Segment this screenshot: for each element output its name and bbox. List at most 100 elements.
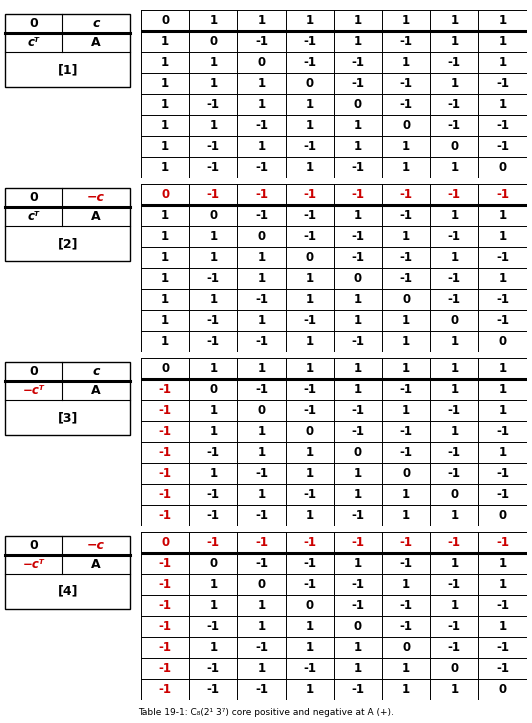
Text: -1: -1 <box>255 509 268 522</box>
Text: 1: 1 <box>450 335 459 348</box>
Text: 0: 0 <box>450 662 459 675</box>
Text: -1: -1 <box>400 98 413 111</box>
Text: -1: -1 <box>303 209 316 222</box>
Text: -1: -1 <box>159 683 172 696</box>
Text: -1: -1 <box>255 293 268 306</box>
Text: -1: -1 <box>496 641 509 654</box>
Text: 0: 0 <box>209 35 218 48</box>
Text: 0: 0 <box>29 539 38 552</box>
Text: −c: −c <box>87 539 105 552</box>
Text: -1: -1 <box>448 467 461 480</box>
Text: 1: 1 <box>209 467 218 480</box>
Text: −cᵀ: −cᵀ <box>22 384 44 397</box>
Text: -1: -1 <box>159 404 172 417</box>
Text: 1: 1 <box>354 35 362 48</box>
Text: −c: −c <box>87 191 105 204</box>
Text: -1: -1 <box>303 230 316 243</box>
Text: 1: 1 <box>306 467 314 480</box>
Text: 1: 1 <box>209 119 218 132</box>
Text: -1: -1 <box>352 404 364 417</box>
Text: cᵀ: cᵀ <box>28 36 39 49</box>
Text: 0: 0 <box>306 599 314 612</box>
Text: 0: 0 <box>498 683 506 696</box>
Text: 1: 1 <box>402 161 410 174</box>
Text: -1: -1 <box>303 56 316 69</box>
Text: -1: -1 <box>207 446 220 459</box>
Text: -1: -1 <box>159 383 172 396</box>
Text: 1: 1 <box>209 578 218 591</box>
Text: 1: 1 <box>257 272 265 285</box>
Text: 1: 1 <box>354 119 362 132</box>
Text: 0: 0 <box>402 641 410 654</box>
Text: 1: 1 <box>209 77 218 90</box>
Text: 0: 0 <box>161 188 169 201</box>
Text: 1: 1 <box>257 14 265 27</box>
Text: 1: 1 <box>306 119 314 132</box>
Text: -1: -1 <box>303 404 316 417</box>
Text: -1: -1 <box>400 35 413 48</box>
Text: -1: -1 <box>496 536 509 549</box>
Text: -1: -1 <box>207 488 220 501</box>
Text: -1: -1 <box>400 599 413 612</box>
Text: 0: 0 <box>209 209 218 222</box>
Text: -1: -1 <box>496 314 509 327</box>
Text: -1: -1 <box>448 230 461 243</box>
Text: 1: 1 <box>257 251 265 264</box>
Text: -1: -1 <box>448 272 461 285</box>
Text: -1: -1 <box>255 683 268 696</box>
Text: 1: 1 <box>498 557 506 570</box>
Text: [4]: [4] <box>57 585 78 598</box>
Text: -1: -1 <box>255 161 268 174</box>
Text: -1: -1 <box>352 335 364 348</box>
Text: 1: 1 <box>498 209 506 222</box>
Text: 1: 1 <box>354 641 362 654</box>
Text: -1: -1 <box>303 488 316 501</box>
Text: 1: 1 <box>209 641 218 654</box>
Text: 0: 0 <box>354 98 362 111</box>
Text: -1: -1 <box>496 467 509 480</box>
Text: 1: 1 <box>161 272 169 285</box>
Text: 1: 1 <box>402 56 410 69</box>
Text: -1: -1 <box>207 620 220 633</box>
Text: 1: 1 <box>257 599 265 612</box>
Text: -1: -1 <box>496 662 509 675</box>
Text: 0: 0 <box>354 446 362 459</box>
Text: 1: 1 <box>498 14 506 27</box>
Text: -1: -1 <box>159 467 172 480</box>
Text: 1: 1 <box>402 662 410 675</box>
Text: 1: 1 <box>450 362 459 375</box>
Text: -1: -1 <box>207 335 220 348</box>
Text: 0: 0 <box>161 14 169 27</box>
Text: [1]: [1] <box>57 63 78 76</box>
Text: 1: 1 <box>402 578 410 591</box>
Text: 1: 1 <box>209 14 218 27</box>
Text: cᵀ: cᵀ <box>28 210 39 223</box>
Text: -1: -1 <box>207 188 220 201</box>
Text: -1: -1 <box>448 641 461 654</box>
Text: [3]: [3] <box>57 411 78 424</box>
Text: 0: 0 <box>161 362 169 375</box>
Text: -1: -1 <box>448 620 461 633</box>
Text: 1: 1 <box>402 488 410 501</box>
Text: 1: 1 <box>354 362 362 375</box>
Text: 1: 1 <box>402 683 410 696</box>
Text: -1: -1 <box>255 383 268 396</box>
Text: 0: 0 <box>29 17 38 30</box>
Text: -1: -1 <box>255 536 268 549</box>
Text: 1: 1 <box>257 446 265 459</box>
Text: 1: 1 <box>306 98 314 111</box>
Text: c: c <box>92 365 99 378</box>
Text: 1: 1 <box>450 557 459 570</box>
Text: -1: -1 <box>207 161 220 174</box>
Text: -1: -1 <box>400 557 413 570</box>
Text: -1: -1 <box>303 140 316 153</box>
Text: -1: -1 <box>303 188 316 201</box>
Text: 0: 0 <box>498 509 506 522</box>
Text: -1: -1 <box>496 119 509 132</box>
Text: 1: 1 <box>354 488 362 501</box>
Text: 0: 0 <box>306 77 314 90</box>
Text: -1: -1 <box>159 620 172 633</box>
Text: 1: 1 <box>498 362 506 375</box>
Text: 0: 0 <box>354 620 362 633</box>
Text: 1: 1 <box>354 662 362 675</box>
